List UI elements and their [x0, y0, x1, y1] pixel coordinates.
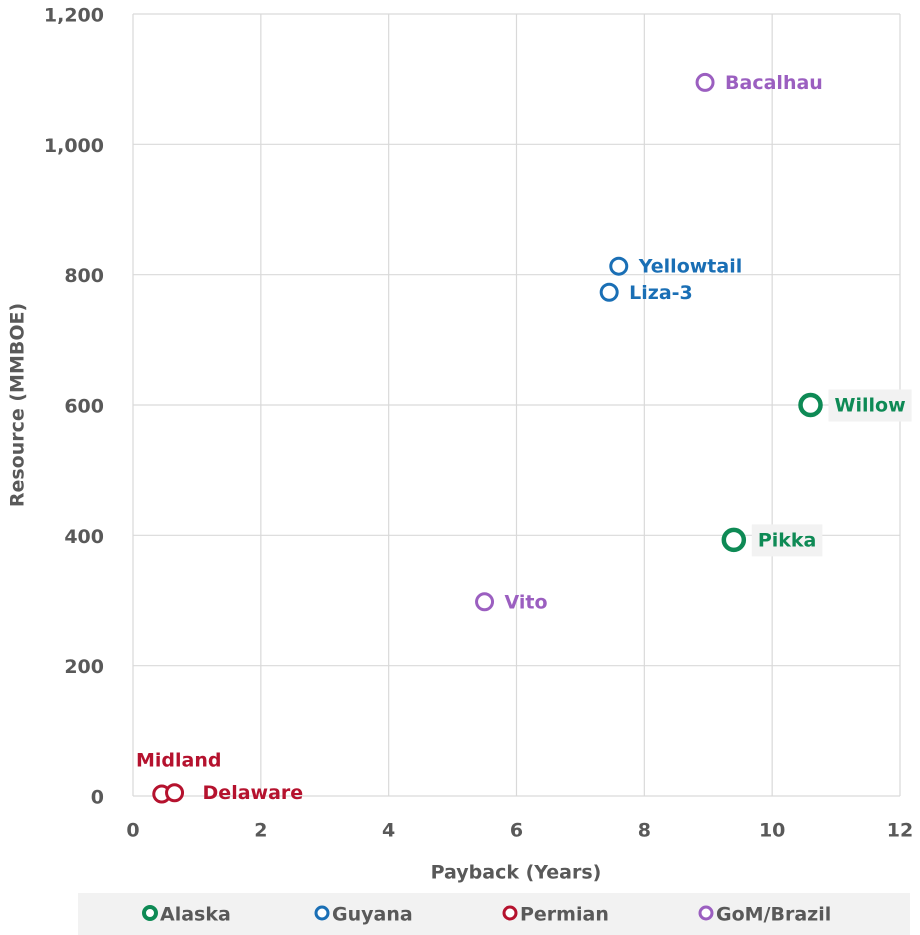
legend-label: Guyana [332, 904, 413, 926]
legend-background [78, 893, 910, 935]
legend-marker [502, 905, 518, 921]
grid [132, 13, 901, 797]
y-tick-label: 0 [91, 787, 104, 809]
legend-label: Alaska [160, 904, 231, 926]
point-label: Delaware [203, 782, 304, 804]
point-label-group: Midland [136, 750, 221, 772]
point-label: Yellowtail [638, 256, 742, 278]
y-tick-label: 200 [64, 656, 104, 678]
label-background [751, 524, 823, 557]
x-tick-label: 12 [887, 820, 913, 842]
point-label: Bacalhau [725, 72, 823, 94]
point-label-group: Delaware [203, 782, 304, 804]
x-axis-title: Payback (Years) [431, 862, 602, 884]
data-point [609, 256, 629, 276]
data-point [165, 783, 185, 803]
y-tick-label: 600 [64, 396, 104, 418]
data-point [798, 392, 823, 418]
legend-marker [698, 905, 714, 921]
point-label-group: Liza-3 [629, 282, 693, 304]
point-label: Willow [835, 395, 906, 417]
legend-label: Permian [520, 904, 609, 926]
data-point [599, 282, 619, 302]
point-label-group: Willow [828, 389, 912, 422]
y-axis-title: Resource (MMBOE) [7, 303, 29, 507]
point-label-group: Bacalhau [725, 72, 823, 94]
data-point [721, 527, 747, 553]
data-point [475, 592, 495, 612]
point-label: Pikka [758, 529, 817, 551]
data-point [695, 72, 715, 92]
x-tick-label: 2 [254, 820, 267, 842]
y-tick-label: 400 [64, 526, 104, 548]
point-label-group: Vito [505, 591, 548, 613]
x-tick-label: 10 [759, 820, 785, 842]
legend-marker [142, 905, 158, 921]
y-tick-label: 1,200 [44, 5, 104, 27]
y-tick-label: 800 [64, 265, 104, 287]
point-label-group: Pikka [751, 524, 823, 557]
legend-label: GoM/Brazil [716, 904, 831, 926]
x-tick-label: 8 [638, 820, 651, 842]
x-tick-label: 0 [126, 820, 139, 842]
point-label: Midland [136, 750, 221, 772]
y-tick-label: 1,000 [44, 135, 104, 157]
point-label: Liza-3 [629, 282, 693, 304]
legend-marker [314, 905, 330, 921]
label-background [828, 389, 912, 422]
point-label: Vito [505, 591, 548, 613]
x-tick-label: 6 [510, 820, 523, 842]
point-label-group: Yellowtail [638, 256, 742, 278]
x-tick-label: 4 [382, 820, 395, 842]
